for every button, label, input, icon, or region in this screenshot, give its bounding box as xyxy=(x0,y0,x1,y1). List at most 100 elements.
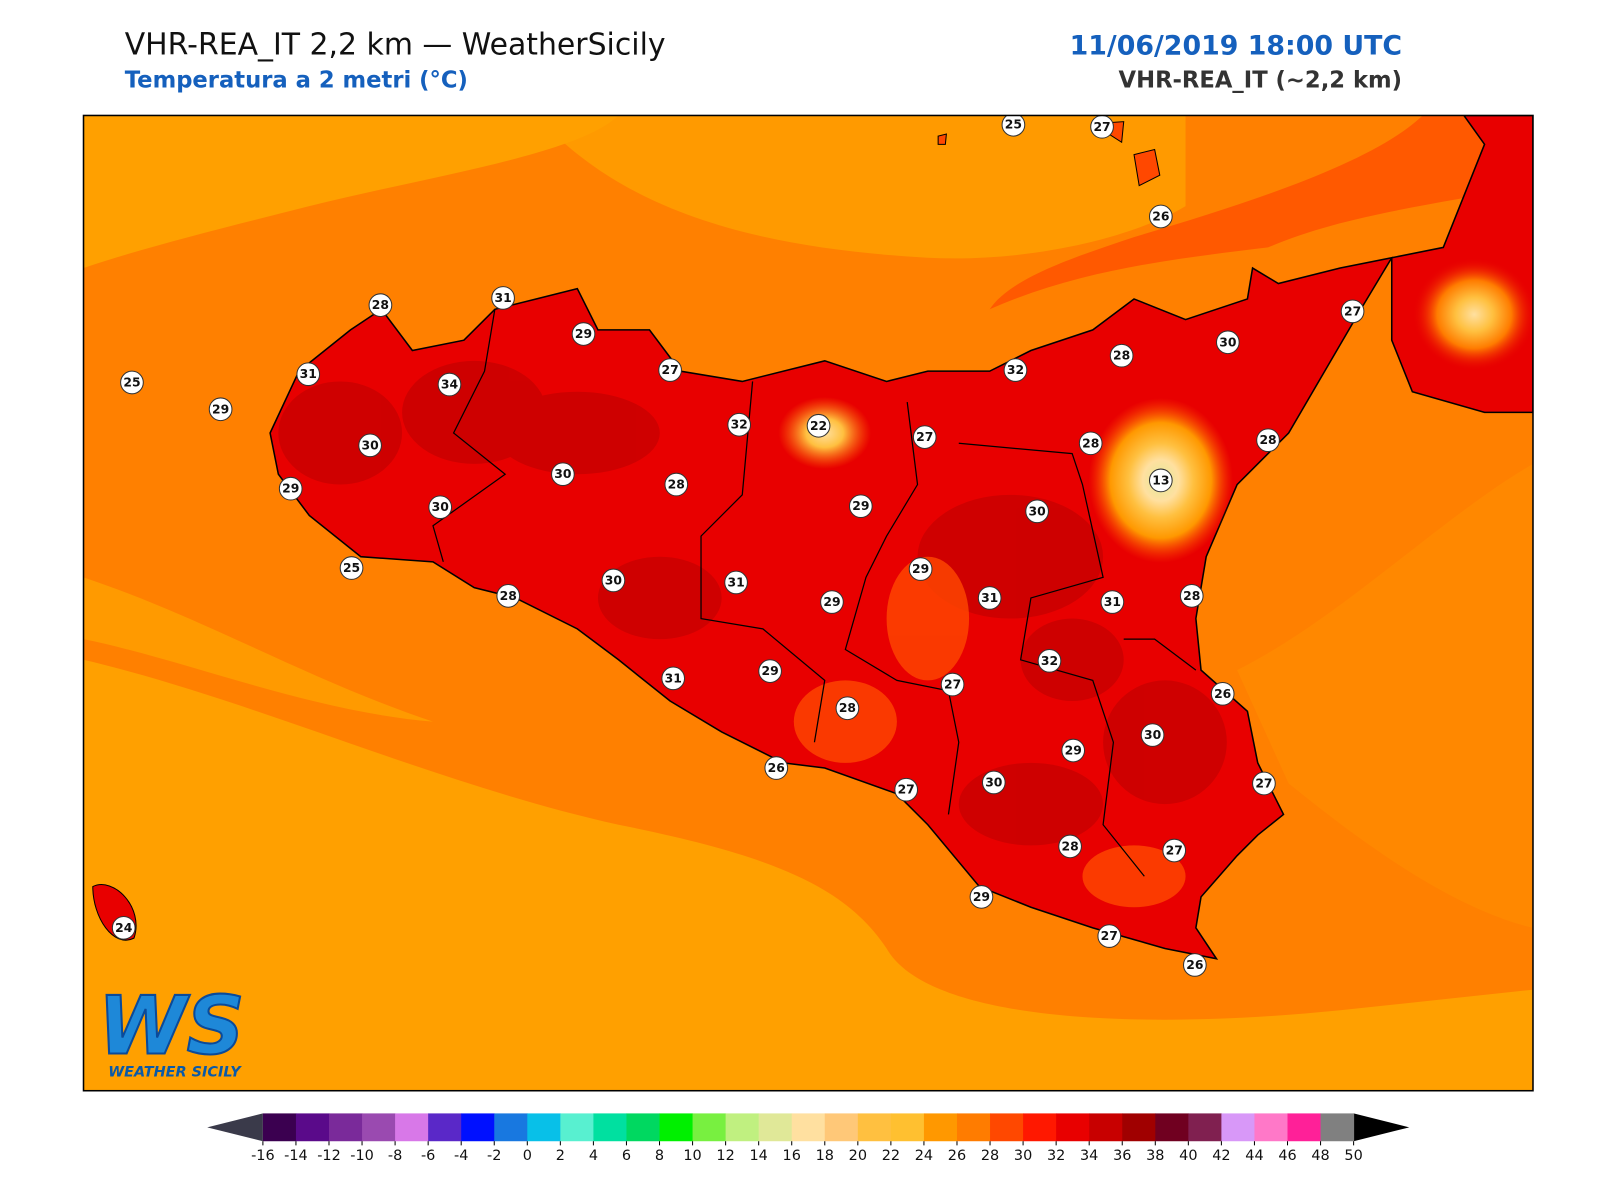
colorbar-swatch xyxy=(295,1113,330,1142)
station-marker xyxy=(601,568,626,593)
colorbar-tick-label: -4 xyxy=(454,1148,468,1164)
station-marker xyxy=(208,397,233,422)
map: WS WEATHER SICILY 25 27 26 28 31 29 27 30 25 31 34… xyxy=(83,115,1533,1091)
station-value: 28 xyxy=(1062,839,1079,853)
station-value: 25 xyxy=(123,375,140,389)
colorbar-tick-label: 12 xyxy=(716,1148,734,1164)
colorbar-swatch xyxy=(395,1113,429,1142)
colorbar-tick-label: 16 xyxy=(783,1148,801,1164)
colorbar-swatch xyxy=(1056,1113,1090,1142)
station-marker xyxy=(1215,330,1240,355)
station-marker xyxy=(368,293,393,318)
colorbar-tick-label: 48 xyxy=(1311,1148,1329,1164)
station-value: 32 xyxy=(1007,363,1024,377)
colorbar-tick-label: 22 xyxy=(882,1148,900,1164)
station-marker xyxy=(727,412,752,437)
station-marker xyxy=(1058,834,1082,859)
station-marker xyxy=(1210,681,1235,706)
colorbar-tick-label: 20 xyxy=(849,1148,867,1164)
logo-text: WEATHER SICILY xyxy=(108,1064,242,1080)
station-value: 31 xyxy=(300,367,317,381)
colorbar-tick-label: -10 xyxy=(350,1148,374,1164)
station-marker xyxy=(764,756,789,780)
colorbar-tick-label: 50 xyxy=(1344,1148,1362,1164)
sea-band xyxy=(536,115,1186,259)
station-marker xyxy=(1182,953,1207,977)
station-marker xyxy=(1109,343,1134,368)
colorbar-tick-label: 44 xyxy=(1245,1148,1263,1164)
station-value: 29 xyxy=(912,562,929,576)
colorbar-swatch xyxy=(923,1113,958,1142)
station-value: 29 xyxy=(282,482,299,496)
station-value: 31 xyxy=(665,671,682,685)
station-marker xyxy=(1003,358,1028,382)
mild-areas xyxy=(793,556,1186,908)
station-marker xyxy=(806,413,831,438)
colorbar-swatch xyxy=(1023,1113,1057,1142)
station-marker xyxy=(491,286,515,310)
station-marker xyxy=(1148,204,1173,229)
station-value: 31 xyxy=(981,591,998,605)
station-marker xyxy=(358,433,382,458)
colorbar-swatch xyxy=(890,1113,925,1142)
station-value: 32 xyxy=(731,418,748,432)
logo: WS WEATHER SICILY xyxy=(97,978,246,1081)
station-value: 28 xyxy=(372,298,389,312)
colorbar-swatch xyxy=(692,1113,727,1142)
station-marker xyxy=(1061,738,1086,763)
station-value: 29 xyxy=(575,327,592,341)
station-value: 25 xyxy=(1005,118,1022,132)
colorbar-swatch xyxy=(659,1113,694,1142)
station-value: 27 xyxy=(1255,777,1272,791)
colorbar-tick-label: 4 xyxy=(589,1148,598,1164)
colorbar-swatch xyxy=(560,1113,594,1142)
station-marker xyxy=(120,370,144,395)
colorbar-swatch xyxy=(1188,1113,1222,1142)
colorbar-swatch xyxy=(1320,1113,1355,1142)
station-value: 26 xyxy=(1152,209,1169,223)
station-value: 26 xyxy=(1186,958,1203,972)
station-value: 30 xyxy=(554,467,572,481)
colorbar-tick-label: 14 xyxy=(749,1148,767,1164)
colorbar-swatch xyxy=(1155,1113,1189,1142)
station-value: 30 xyxy=(362,438,380,452)
colorbar-under xyxy=(207,1113,263,1142)
station-value: 28 xyxy=(668,478,685,492)
station-value: 27 xyxy=(916,430,933,444)
colorbar-swatch xyxy=(527,1113,561,1142)
station-marker xyxy=(758,659,782,683)
station-value: 31 xyxy=(494,291,511,305)
model-label: VHR-REA_IT (~2,2 km) xyxy=(1119,68,1403,94)
station-value: 31 xyxy=(727,575,744,589)
colorbar-swatch xyxy=(758,1113,793,1142)
station-value: 29 xyxy=(762,664,779,678)
colorbar-tick-label: -2 xyxy=(487,1148,501,1164)
colorbar-tick-label: 34 xyxy=(1080,1148,1098,1164)
station-value: 29 xyxy=(823,595,840,609)
logo-mark: WS xyxy=(98,979,245,1073)
colorbar-swatch xyxy=(593,1113,627,1142)
station-marker xyxy=(1025,499,1049,524)
station-value: 27 xyxy=(662,363,679,377)
station-marker xyxy=(1037,648,1062,673)
province-borders xyxy=(432,309,1197,877)
station-marker xyxy=(664,472,689,497)
stations: 25 27 26 28 31 29 27 30 25 31 34 27 32 28 29 32 22 27 28 28… xyxy=(111,115,1365,977)
station-marker xyxy=(1078,431,1103,456)
colorbar-tick-label: 10 xyxy=(683,1148,701,1164)
station-value: 32 xyxy=(1041,654,1058,668)
colorbar-swatch xyxy=(824,1113,859,1142)
sea-band xyxy=(83,115,619,269)
colorbar-swatch xyxy=(461,1113,495,1142)
station-marker xyxy=(724,570,748,595)
station-value: 31 xyxy=(1104,595,1121,609)
colorbar-swatch xyxy=(956,1113,991,1142)
station-value: 26 xyxy=(768,761,785,775)
station-marker xyxy=(820,590,844,614)
station-marker xyxy=(940,672,965,697)
station-marker xyxy=(1256,428,1280,453)
station-value: 30 xyxy=(1144,728,1162,742)
station-value: 13 xyxy=(1152,473,1169,487)
station-marker xyxy=(1097,924,1122,948)
